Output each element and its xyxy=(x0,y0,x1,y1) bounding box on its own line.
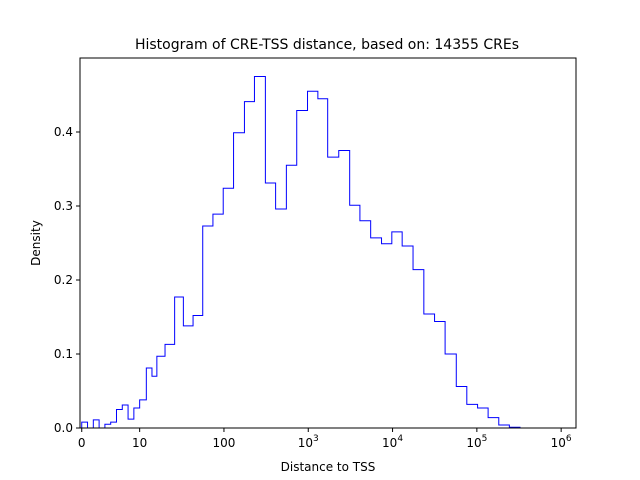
x-tick-label: 105 xyxy=(466,434,487,450)
y-axis-label: Density xyxy=(29,220,43,266)
y-tick-label: 0.2 xyxy=(54,273,73,287)
y-tick-label: 0.0 xyxy=(54,421,73,435)
y-axis-ticks: 0.0 0.1 0.2 0.3 0.4 xyxy=(54,125,80,435)
y-tick-label: 0.1 xyxy=(54,347,73,361)
x-tick-label: 104 xyxy=(382,434,403,450)
x-tick-label: 0 xyxy=(78,436,86,450)
chart-title: Histogram of CRE-TSS distance, based on:… xyxy=(135,37,519,53)
x-axis-ticks: 0 10 100 103 104 105 106 xyxy=(78,428,572,450)
y-tick-label: 0.3 xyxy=(54,199,73,213)
axes-frame xyxy=(79,57,577,429)
x-tick-label: 10 xyxy=(132,436,147,450)
histogram-step-line xyxy=(81,76,546,429)
x-tick-label: 103 xyxy=(298,434,319,450)
x-axis-label: Distance to TSS xyxy=(281,460,376,474)
x-tick-label: 100 xyxy=(213,436,236,450)
y-tick-label: 0.4 xyxy=(54,125,73,139)
x-tick-label: 106 xyxy=(551,434,572,450)
